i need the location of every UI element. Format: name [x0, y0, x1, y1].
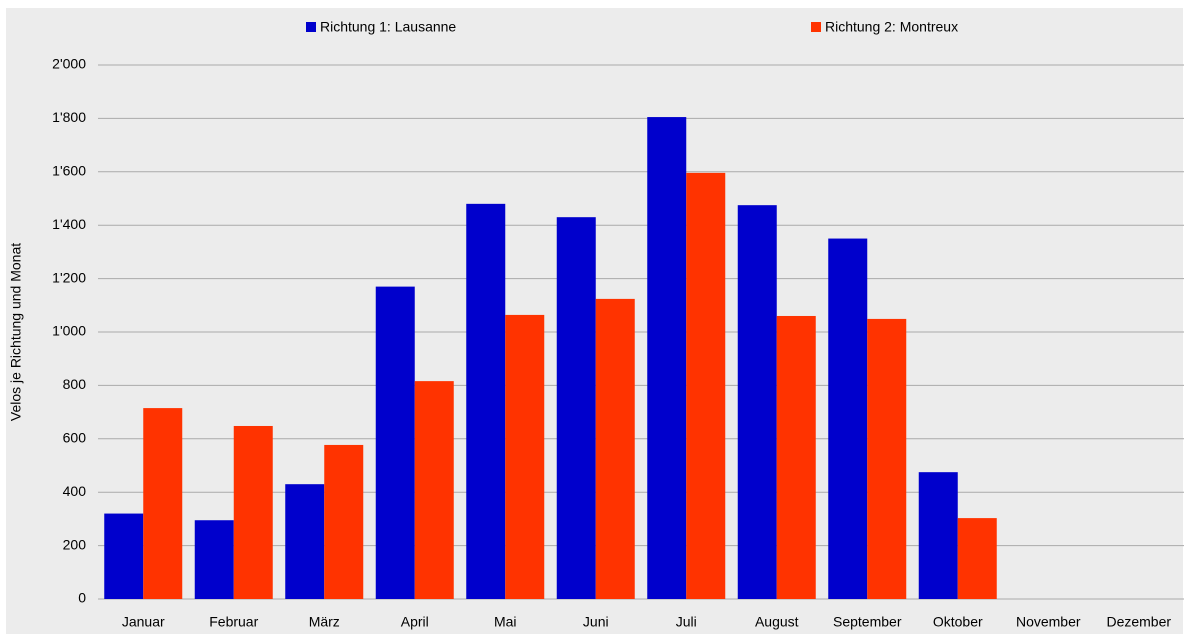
bar: [414, 381, 454, 599]
x-tick-label: Januar: [122, 614, 165, 630]
bar: [776, 315, 816, 599]
legend-swatch: [811, 22, 821, 32]
bar: [867, 318, 907, 599]
bar: [556, 217, 596, 599]
x-tick-label: April: [401, 614, 429, 630]
bar: [647, 117, 687, 599]
y-tick-label: 800: [63, 376, 87, 392]
bar: [595, 298, 635, 599]
bar: [505, 314, 545, 599]
y-tick-label: 1'600: [52, 163, 86, 179]
y-tick-label: 200: [63, 536, 87, 552]
x-tick-label: Februar: [209, 614, 258, 630]
y-tick-label: 2'000: [52, 56, 86, 72]
y-axis-title: Velos je Richtung und Monat: [8, 243, 24, 421]
bar: [143, 408, 183, 599]
bar: [104, 513, 144, 599]
bar: [737, 205, 777, 600]
bar: [686, 172, 726, 600]
bar: [918, 472, 958, 599]
y-tick-label: 1'200: [52, 269, 86, 285]
x-tick-label: Juni: [583, 614, 609, 630]
bar: [285, 484, 325, 599]
legend-swatch: [306, 22, 316, 32]
y-tick-label: 0: [78, 590, 86, 606]
bar: [233, 425, 273, 599]
legend-label: Richtung 1: Lausanne: [320, 19, 456, 35]
x-tick-label: Mai: [494, 614, 517, 630]
x-tick-label: Oktober: [933, 614, 983, 630]
bar: [375, 286, 415, 599]
x-tick-label: März: [309, 614, 340, 630]
x-tick-label: Juli: [676, 614, 697, 630]
bar: [957, 518, 997, 599]
bar: [828, 238, 868, 600]
bar: [194, 520, 234, 599]
x-tick-label: Dezember: [1106, 614, 1171, 630]
x-tick-label: November: [1016, 614, 1081, 630]
y-tick-label: 600: [63, 430, 87, 446]
y-tick-label: 1'400: [52, 216, 86, 232]
legend-label: Richtung 2: Montreux: [825, 19, 958, 35]
y-tick-label: 1'000: [52, 323, 86, 339]
bar: [324, 444, 364, 599]
x-tick-label: August: [755, 614, 799, 630]
y-tick-label: 400: [63, 483, 87, 499]
x-tick-label: September: [833, 614, 902, 630]
bar: [466, 203, 506, 599]
y-tick-label: 1'800: [52, 109, 86, 125]
